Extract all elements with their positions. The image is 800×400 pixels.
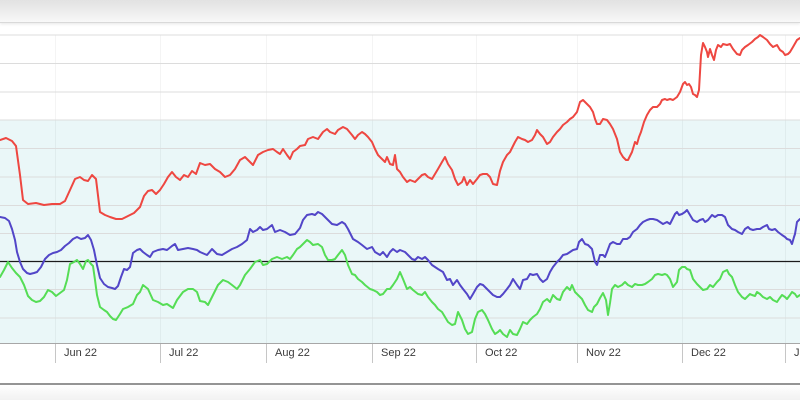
x-axis-label: Oct 22 (485, 347, 518, 359)
x-axis-label: Jan 23 (794, 347, 800, 359)
lower-panel (0, 385, 800, 400)
x-axis-tick (476, 344, 477, 363)
toolbar-strip (0, 0, 800, 23)
x-axis: Jun 22 Jul 22 Aug 22 Sep 22 Oct 22 Nov 22 Dec … (0, 343, 800, 363)
x-axis-label: Dec 22 (691, 347, 726, 359)
green-series-line[interactable] (0, 239, 800, 338)
x-axis-label: Nov 22 (586, 347, 621, 359)
x-axis-label: Sep 22 (381, 347, 416, 359)
x-axis-tick (682, 344, 683, 363)
chart-plot-area[interactable] (0, 22, 800, 343)
x-axis-tick (160, 344, 161, 363)
x-axis-tick (372, 344, 373, 363)
blue-series-line[interactable] (0, 209, 800, 300)
x-axis-label: Jul 22 (169, 347, 199, 359)
panel-divider (0, 383, 800, 385)
red-series-line[interactable] (0, 34, 800, 220)
x-axis-tick (266, 344, 267, 363)
x-axis-label: Aug 22 (275, 347, 310, 359)
shaded-band (0, 120, 800, 343)
x-axis-tick (577, 344, 578, 363)
x-axis-tick (55, 344, 56, 363)
x-axis-label: Jun 22 (64, 347, 98, 359)
x-axis-tick (785, 344, 786, 363)
